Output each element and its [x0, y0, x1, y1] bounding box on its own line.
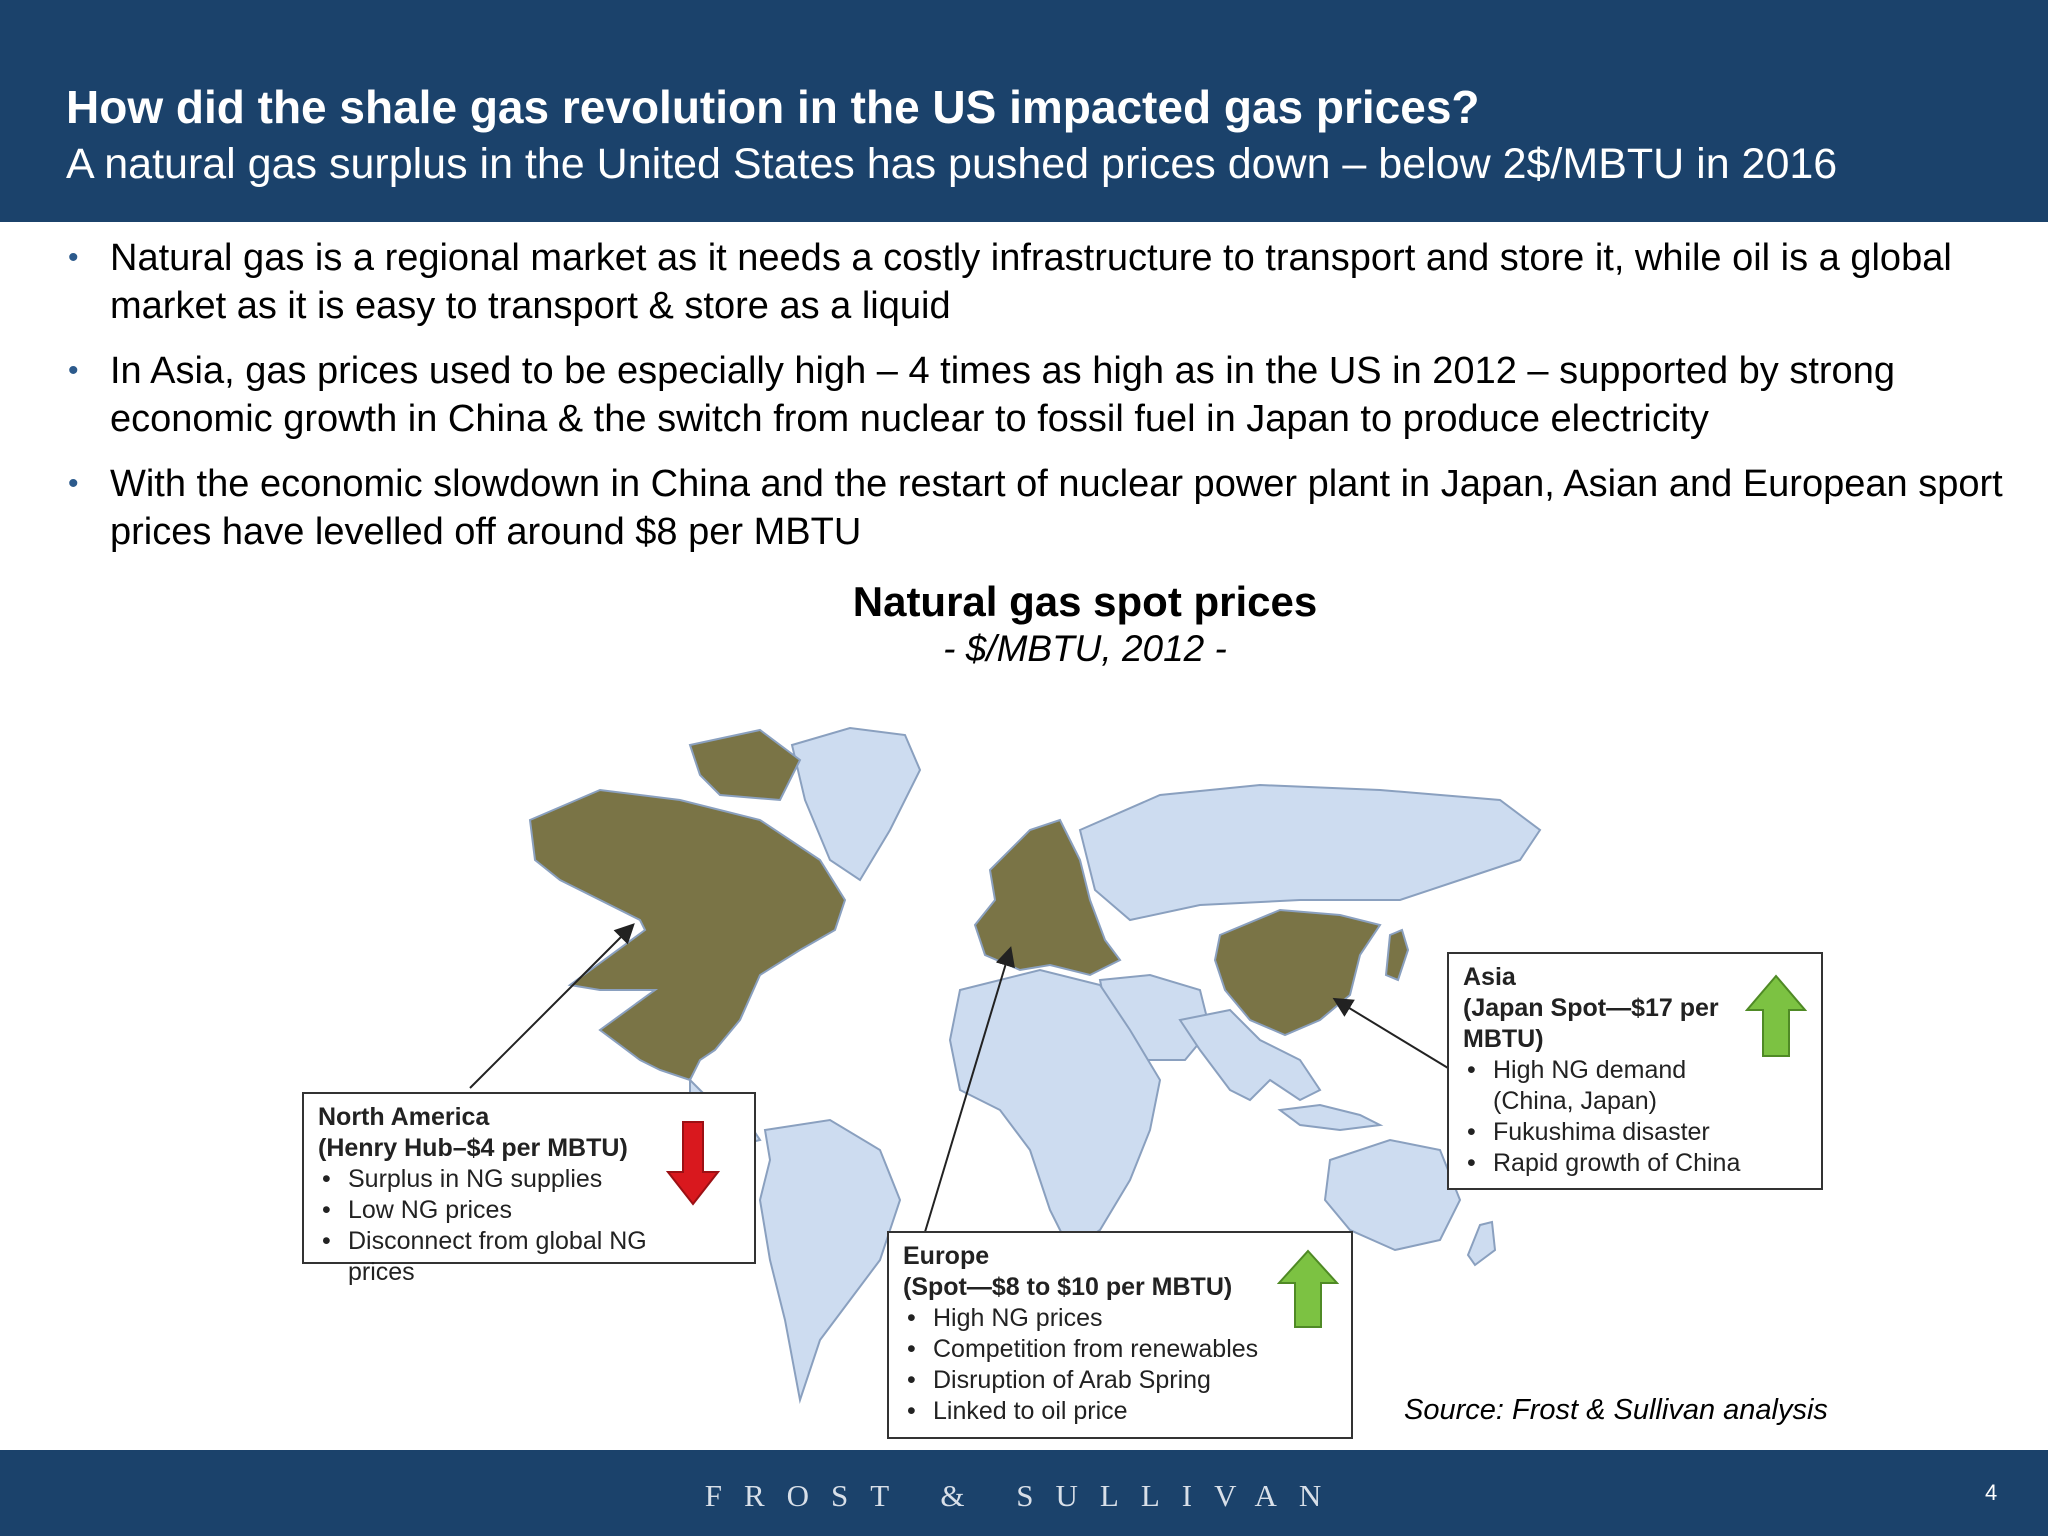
arrow-down-icon — [666, 1121, 720, 1206]
callout-item: High NG prices — [903, 1303, 1283, 1334]
bullet-item: • With the economic slowdown in China and… — [66, 460, 2006, 556]
north-america-pointer — [469, 923, 635, 1089]
north-america-callout: North America (Henry Hub–$4 per MBTU) Su… — [302, 1092, 756, 1286]
japan-shape — [1384, 928, 1410, 982]
map-continents — [528, 726, 1542, 1404]
bullet-item: • In Asia, gas prices used to be especial… — [66, 347, 2006, 443]
chart-subtitle: - $/MBTU, 2012 - — [943, 628, 1227, 669]
slide-footer — [0, 1450, 2048, 1536]
callout-region: Europe — [903, 1242, 990, 1270]
bullet-icon: • — [68, 241, 79, 274]
callout-item: Disconnect from global NG prices — [318, 1226, 658, 1288]
callout-region: North America — [318, 1103, 490, 1131]
indonesia-shape — [1277, 1103, 1384, 1132]
callout-item: Surplus in NG supplies — [318, 1164, 658, 1195]
callout-item: High NG demand — [1463, 1055, 1753, 1086]
callout-list: High NG prices Competition from renewabl… — [903, 1303, 1283, 1427]
china-shape — [1213, 908, 1382, 1037]
arrow-up-icon — [1277, 1249, 1339, 1328]
callout-item: Disruption of Arab Spring — [903, 1365, 1283, 1396]
bullet-list: • Natural gas is a regional market as it … — [66, 234, 2006, 573]
page-number: 4 — [1985, 1480, 1998, 1505]
callout-price-cont: MBTU) — [1463, 1025, 1544, 1053]
callout-item: Rapid growth of China — [1463, 1148, 1753, 1179]
north-america-shape — [528, 788, 847, 1082]
europe-callout: Europe (Spot—$8 to $10 per MBTU) High NG… — [887, 1231, 1353, 1439]
bullet-item: • Natural gas is a regional market as it … — [66, 234, 2006, 330]
callout-item: Competition from renewables — [903, 1334, 1283, 1365]
callout-item-cont: (China, Japan) — [1493, 1087, 1657, 1115]
arctic-islands-shape — [688, 728, 802, 802]
source-note: Source: Frost & Sullivan analysis — [1404, 1394, 1828, 1426]
south-america-shape — [758, 1118, 902, 1404]
bullet-icon: • — [68, 354, 79, 387]
greenland-shape — [790, 726, 922, 882]
europe-shape — [973, 818, 1122, 977]
russia-shape — [1078, 783, 1542, 922]
slide-header — [0, 0, 2048, 222]
callout-price: (Spot—$8 to $10 per MBTU) — [903, 1273, 1233, 1301]
asia-callout: Asia (Japan Spot—$17 per MBTU) High NG d… — [1447, 952, 1823, 1190]
south-asia-shape — [1178, 1008, 1322, 1102]
callout-item: Linked to oil price — [903, 1396, 1283, 1427]
callout-region: Asia — [1463, 963, 1516, 991]
bullet-icon: • — [68, 467, 79, 500]
europe-pointer — [924, 946, 1015, 1233]
asia-pointer — [1332, 997, 1449, 1069]
arrow-up-icon — [1745, 974, 1807, 1057]
slide-subtitle: A natural gas surplus in the United Stat… — [66, 140, 1838, 188]
callout-list: High NG demand (China, Japan) Fukushima … — [1463, 1055, 1753, 1179]
australia-shape — [1323, 1138, 1462, 1252]
callout-price: (Henry Hub–$4 per MBTU) — [318, 1134, 628, 1162]
callout-price: (Japan Spot—$17 per — [1463, 994, 1719, 1022]
callout-item: Fukushima disaster — [1463, 1117, 1753, 1148]
brand-logo: FROST & SULLIVAN — [704, 1478, 1344, 1513]
callout-list: Surplus in NG supplies Low NG prices Dis… — [318, 1164, 658, 1288]
africa-shape — [948, 968, 1162, 1252]
slide-title: How did the shale gas revolution in the … — [66, 81, 1480, 133]
new-zealand-shape — [1466, 1220, 1497, 1267]
callout-item: Low NG prices — [318, 1195, 658, 1226]
chart-title: Natural gas spot prices — [852, 578, 1318, 625]
